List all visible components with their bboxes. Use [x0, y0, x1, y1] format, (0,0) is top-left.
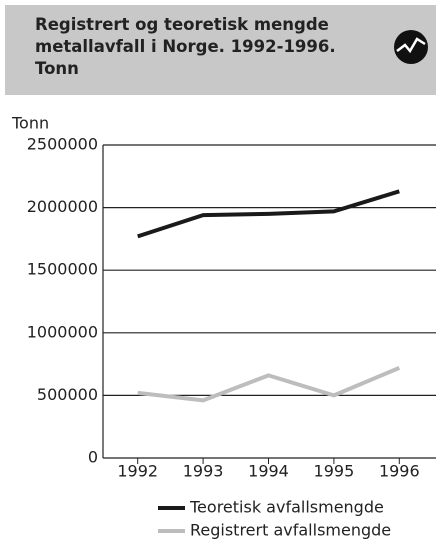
y-tick-label: 0: [88, 448, 98, 467]
y-tick-label: 2000000: [27, 197, 98, 216]
y-tick-label: 500000: [37, 385, 98, 404]
y-tick-label: 2500000: [27, 135, 98, 154]
x-tick-label: 1996: [379, 462, 420, 481]
header-box: Registrert og teoretisk mengde metallavf…: [5, 5, 436, 95]
data-line: [137, 189, 400, 239]
x-tick-label: 1994: [248, 462, 289, 481]
icon: [394, 30, 428, 64]
chart-title: Registrert og teoretisk mengde metallavf…: [35, 15, 336, 78]
y-axis-label: Tonn: [11, 114, 49, 133]
data-line: [137, 366, 401, 403]
y-tick-label: 1500000: [27, 260, 98, 279]
x-tick-label: 1995: [314, 462, 355, 481]
y-tick-label: 1000000: [27, 322, 98, 341]
x-tick-label: 1993: [183, 462, 224, 481]
x-tick-label: 1992: [117, 462, 158, 481]
legend-label: Teoretisk avfallsmengde: [189, 498, 384, 517]
legend-label: Registrert avfallsmengde: [190, 521, 391, 540]
